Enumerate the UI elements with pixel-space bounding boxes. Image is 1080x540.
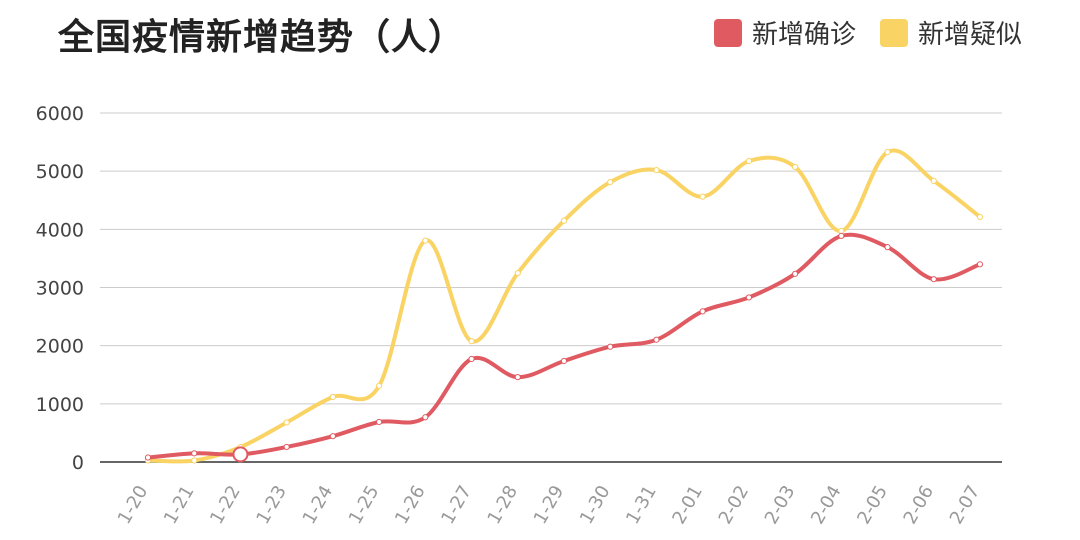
x-tick-label: 2-06 — [899, 482, 938, 528]
data-point-confirmed[interactable] — [699, 308, 706, 315]
data-point-confirmed[interactable] — [930, 276, 937, 283]
data-point-suspected[interactable] — [191, 457, 198, 464]
x-tick-label: 1-22 — [206, 482, 245, 528]
data-point-suspected[interactable] — [745, 158, 752, 165]
series-confirmed — [144, 232, 984, 461]
data-point-confirmed[interactable] — [838, 232, 845, 240]
data-point-suspected[interactable] — [376, 382, 383, 389]
y-tick-label: 5000 — [36, 161, 84, 183]
y-tick-label: 2000 — [36, 336, 84, 358]
x-tick-label: 2-05 — [853, 482, 892, 528]
highlighted-data-point[interactable] — [232, 446, 249, 463]
y-tick-label: 4000 — [36, 219, 84, 241]
x-tick-label: 1-23 — [252, 482, 291, 528]
legend-label-suspected: 新增疑似 — [917, 20, 1022, 50]
y-tick-label: 6000 — [36, 103, 84, 125]
data-point-suspected[interactable] — [884, 148, 891, 156]
y-tick-label: 3000 — [36, 278, 84, 300]
x-tick-label: 1-21 — [160, 482, 199, 528]
x-tick-label: 2-03 — [761, 482, 800, 528]
x-tick-label: 1-26 — [391, 482, 430, 528]
legend-item-suspected[interactable]: 新增疑似 — [879, 14, 1022, 51]
data-point-suspected[interactable] — [607, 179, 614, 186]
x-tick-label: 1-30 — [576, 482, 615, 528]
data-point-confirmed[interactable] — [191, 450, 198, 457]
legend-item-confirmed[interactable]: 新增确诊 — [713, 14, 856, 51]
data-point-suspected[interactable] — [283, 419, 290, 426]
data-point-suspected[interactable] — [930, 177, 937, 184]
data-point-confirmed[interactable] — [792, 270, 799, 277]
y-tick-label: 0 — [72, 452, 84, 474]
legend-swatch-confirmed — [713, 18, 742, 47]
series-suspected — [144, 148, 984, 464]
data-point-confirmed[interactable] — [607, 343, 614, 350]
data-point-confirmed[interactable] — [884, 244, 891, 251]
data-point-suspected[interactable] — [514, 269, 521, 277]
data-point-confirmed[interactable] — [329, 433, 336, 440]
series-layer — [144, 148, 984, 464]
x-tick-label: 1-29 — [530, 482, 569, 528]
data-point-confirmed[interactable] — [144, 454, 152, 461]
data-point-suspected[interactable] — [699, 193, 706, 200]
x-tick-label: 1-27 — [437, 482, 476, 528]
y-axis-ticks: 0 1000 2000 3000 4000 5000 6000 — [36, 103, 84, 474]
data-point-confirmed[interactable] — [745, 294, 752, 301]
data-point-suspected[interactable] — [792, 163, 799, 171]
legend: 新增确诊 新增疑似 — [713, 14, 1022, 51]
data-point-confirmed[interactable] — [976, 261, 984, 268]
data-point-confirmed[interactable] — [376, 418, 383, 426]
data-point-confirmed[interactable] — [422, 414, 429, 421]
data-point-confirmed[interactable] — [514, 374, 521, 381]
chart-title: 全国疫情新增趋势（人） — [58, 17, 466, 58]
x-tick-label: 1-28 — [483, 482, 522, 528]
data-point-suspected[interactable] — [560, 217, 568, 224]
x-tick-label: 2-04 — [807, 482, 846, 528]
data-point-suspected[interactable] — [468, 338, 475, 345]
data-point-confirmed[interactable] — [468, 355, 475, 363]
data-point-confirmed[interactable] — [283, 443, 290, 451]
data-point-suspected[interactable] — [329, 393, 336, 401]
data-point-suspected[interactable] — [422, 237, 429, 244]
legend-label-confirmed: 新增确诊 — [751, 20, 856, 50]
series-line-suspected — [146, 148, 982, 464]
y-tick-label: 1000 — [36, 394, 84, 416]
legend-swatch-suspected — [879, 18, 908, 47]
data-point-confirmed[interactable] — [560, 357, 568, 365]
x-tick-label: 1-20 — [114, 482, 153, 528]
x-axis-ticks: 1-20 1-21 1-22 1-23 1-24 1-25 1-26 1-27 1-28 1-29… — [114, 482, 985, 528]
x-tick-label: 1-25 — [345, 482, 384, 528]
grid-layer — [100, 112, 1002, 463]
x-tick-label: 2-07 — [946, 482, 985, 528]
x-tick-label: 2-01 — [668, 482, 707, 528]
x-tick-label: 2-02 — [715, 482, 754, 528]
x-tick-label: 1-31 — [622, 482, 661, 528]
data-point-confirmed[interactable] — [653, 336, 660, 343]
data-point-suspected[interactable] — [653, 166, 660, 174]
x-tick-label: 1-24 — [299, 482, 338, 528]
data-point-suspected[interactable] — [976, 213, 984, 220]
